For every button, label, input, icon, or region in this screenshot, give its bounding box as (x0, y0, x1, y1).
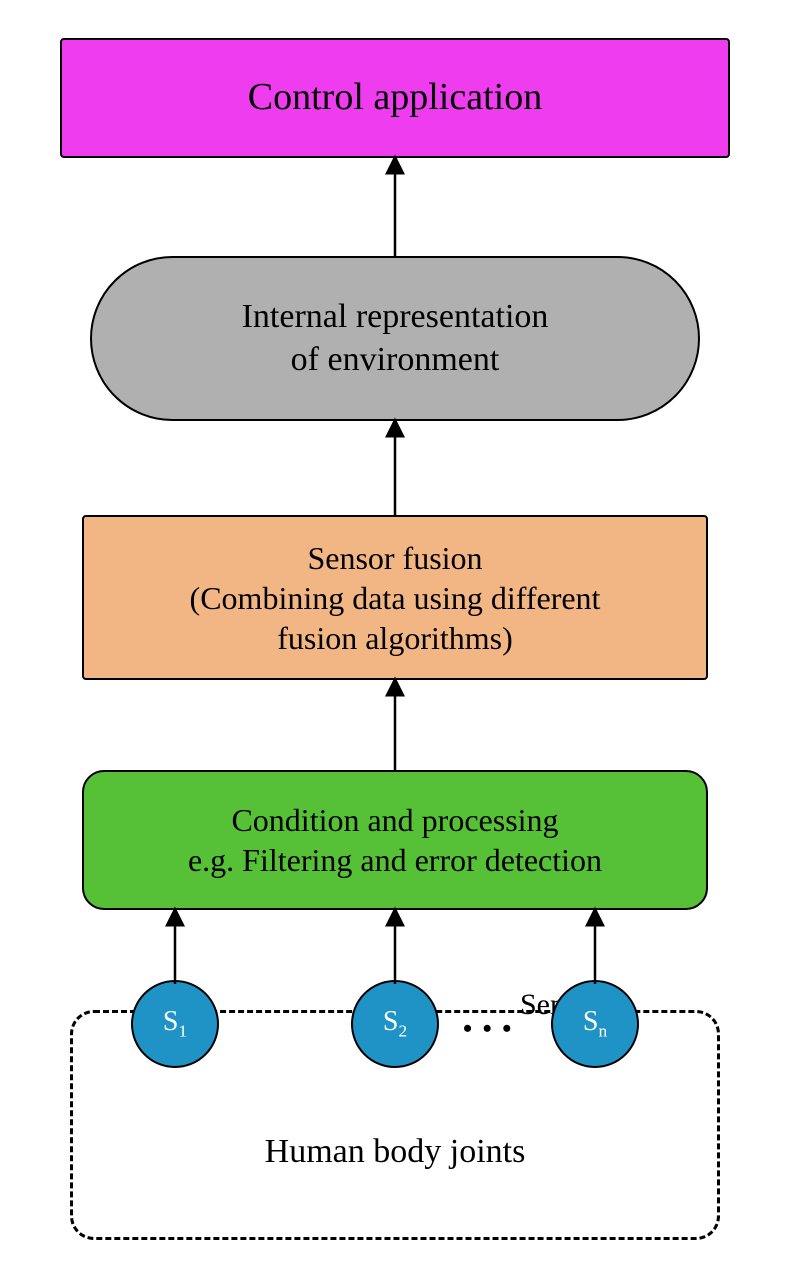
node-condition-line1: Condition and processing (188, 800, 602, 840)
node-control-text: Control application (248, 74, 542, 122)
sensor-sn-text: Sn (583, 1006, 607, 1042)
node-fusion-line3: fusion algorithms) (190, 618, 601, 658)
node-internal-line2: of environment (242, 339, 549, 382)
sensor-s1-text: S1 (163, 1006, 187, 1042)
node-fusion-line1: Sensor fusion (190, 538, 601, 578)
sensor-s2-text: S2 (383, 1006, 407, 1042)
diagram-canvas: Control application Internal representat… (0, 0, 791, 1279)
node-condition-processing: Condition and processing e.g. Filtering … (82, 770, 708, 910)
node-control-application: Control application (60, 38, 730, 158)
sensors-dots: • • • (463, 1014, 513, 1044)
node-sensor-fusion: Sensor fusion (Combining data using diff… (82, 515, 708, 680)
sensor-circle-sn: Sn (551, 980, 639, 1068)
node-internal-line1: Internal representation (242, 296, 549, 339)
node-body-text: Human body joints (265, 1133, 526, 1170)
node-internal-representation: Internal representation of environment (90, 256, 700, 421)
node-fusion-line2: (Combining data using different (190, 578, 601, 618)
node-condition-line2: e.g. Filtering and error detection (188, 840, 602, 880)
sensor-circle-s2: S2 (351, 980, 439, 1068)
sensor-circle-s1: S1 (131, 980, 219, 1068)
